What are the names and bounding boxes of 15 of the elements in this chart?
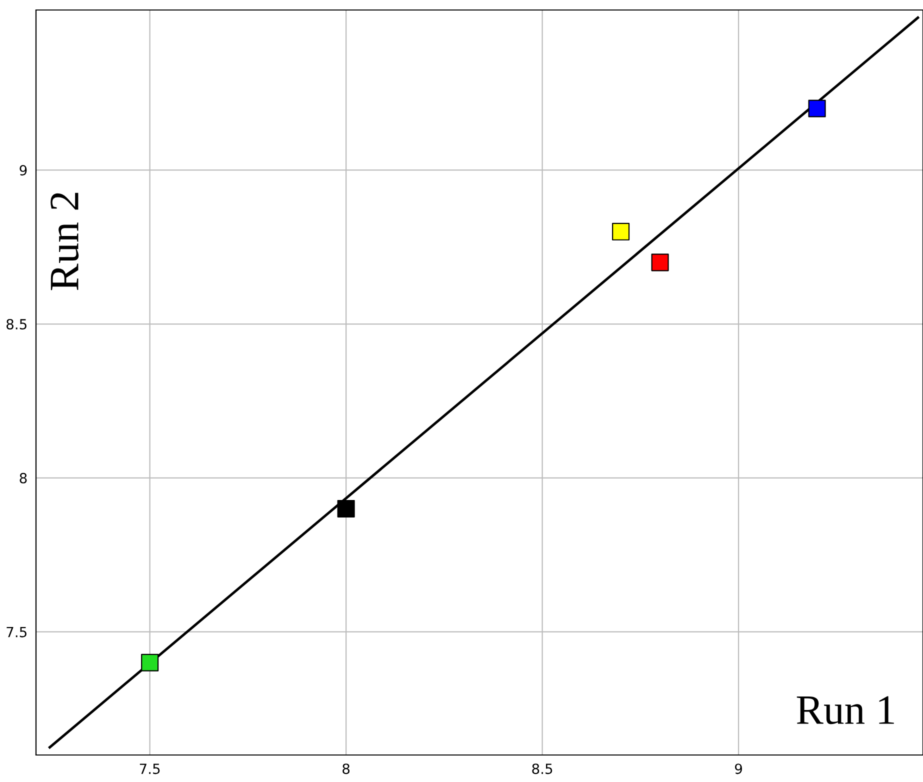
point bbox=[612, 222, 630, 240]
point bbox=[141, 654, 159, 672]
x-tick-label: 8 bbox=[342, 764, 350, 774]
x-tick-label: 7.5 bbox=[140, 764, 160, 774]
x-tick-label: 9 bbox=[734, 764, 742, 774]
y-axis-title: Run 2 bbox=[50, 192, 79, 290]
y-tick-label: 7.5 bbox=[6, 627, 26, 638]
y-tick-label: 8.5 bbox=[6, 318, 26, 330]
x-tick-label: 8.5 bbox=[532, 764, 552, 774]
point bbox=[337, 500, 355, 518]
x-axis-title: Run 1 bbox=[796, 696, 894, 724]
y-tick-label: 8 bbox=[20, 472, 27, 484]
point bbox=[651, 254, 669, 272]
y-tick-label: 9 bbox=[20, 165, 27, 176]
point bbox=[808, 100, 826, 118]
